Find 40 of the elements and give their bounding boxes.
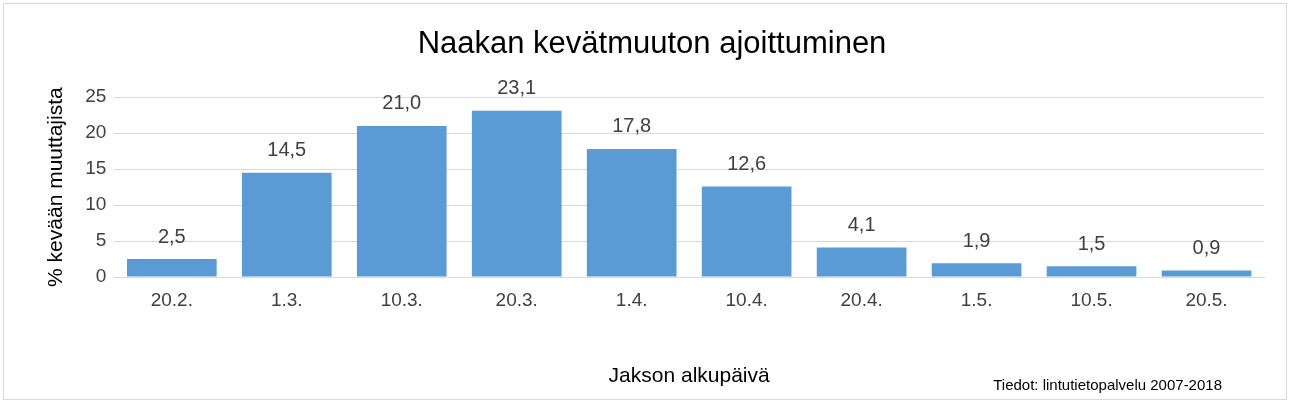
y-tick-label: 15 <box>85 157 107 179</box>
data-label: 1,9 <box>962 228 991 251</box>
bar <box>1046 266 1137 277</box>
bar <box>701 186 792 277</box>
x-tick-label: 10.4. <box>725 288 768 310</box>
bar <box>1161 270 1252 277</box>
x-tick-label: 20.2. <box>150 288 193 310</box>
x-tick-label: 10.3. <box>380 288 423 310</box>
bar <box>241 172 332 277</box>
data-label: 21,0 <box>382 91 422 114</box>
y-tick-label: 5 <box>95 229 107 251</box>
x-axis-title: Jakson alkupäivä <box>608 363 771 387</box>
y-tick-label: 25 <box>85 85 107 107</box>
bar <box>356 125 447 277</box>
x-tick-label: 1.5. <box>960 288 993 310</box>
bar <box>586 148 677 277</box>
data-label: 23,1 <box>497 76 537 99</box>
data-label: 4,1 <box>847 213 876 236</box>
bar <box>471 110 562 277</box>
data-label: 17,8 <box>612 114 652 137</box>
bar <box>126 259 217 277</box>
y-axis-title: % kevään muuttajista <box>43 86 67 287</box>
x-tick-label: 20.5. <box>1185 288 1228 310</box>
data-label: 14,5 <box>267 138 307 161</box>
bar <box>816 247 907 277</box>
bar <box>931 263 1022 277</box>
x-tick-label: 20.4. <box>840 288 883 310</box>
x-tick-label: 1.4. <box>615 288 648 310</box>
y-tick-label: 20 <box>85 121 107 143</box>
x-tick-label: 20.3. <box>495 288 538 310</box>
chart-title: Naakan kevätmuuton ajoittuminen <box>417 25 887 61</box>
y-tick-label: 0 <box>95 265 107 287</box>
data-label: 12,6 <box>727 151 767 174</box>
data-label: 1,5 <box>1077 231 1106 254</box>
data-label: 2,5 <box>157 224 186 247</box>
x-tick-label: 10.5. <box>1070 288 1113 310</box>
text: Tiedot: lintutietopalvelu 2007-2018 <box>993 376 1222 393</box>
data-label: 0,9 <box>1192 236 1221 259</box>
y-tick-label: 10 <box>85 193 107 215</box>
x-tick-label: 1.3. <box>270 288 303 310</box>
